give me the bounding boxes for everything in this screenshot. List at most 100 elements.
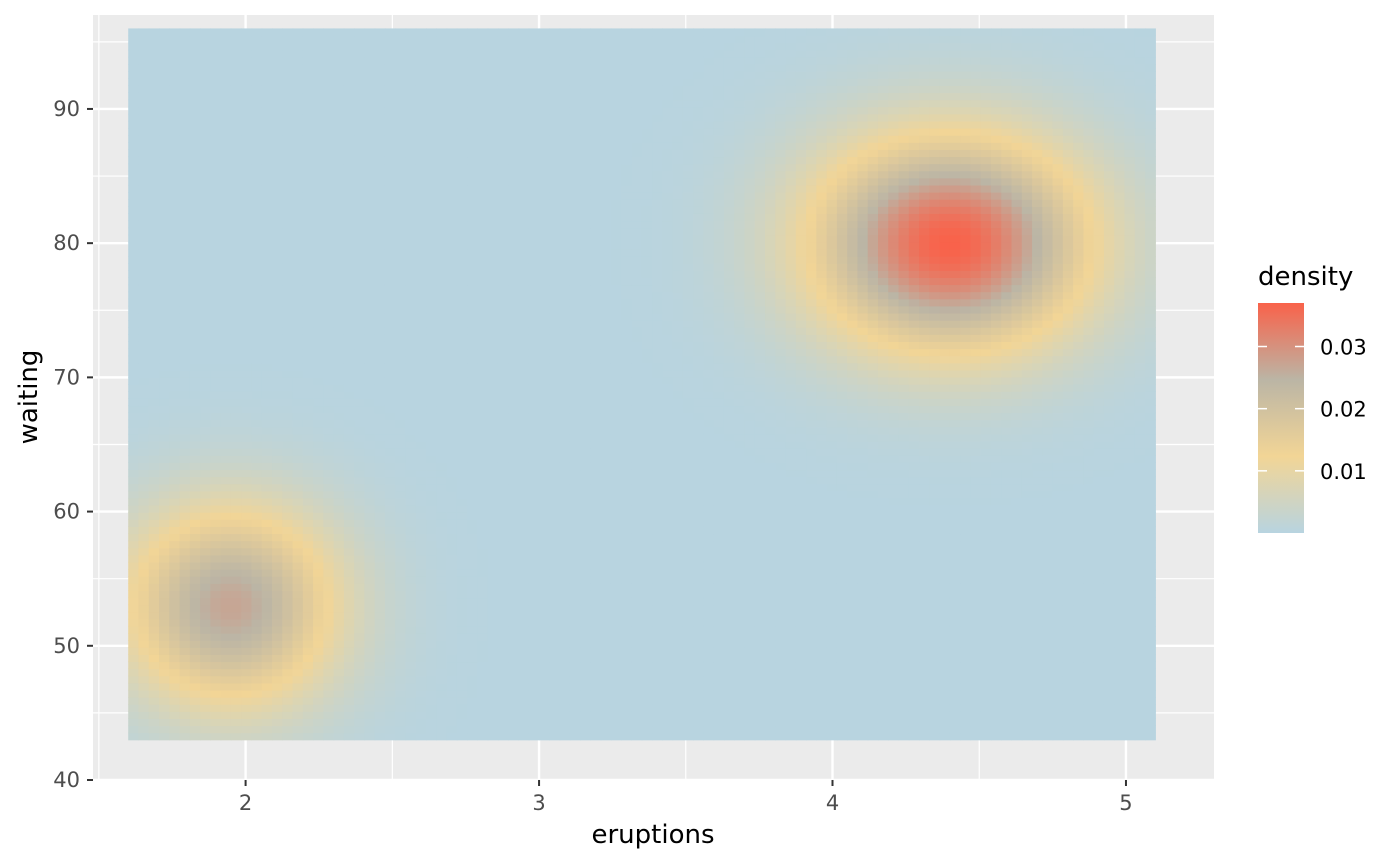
- density-tile: [313, 419, 324, 428]
- density-tile: [200, 277, 211, 286]
- density-tile: [323, 369, 335, 378]
- density-tile: [600, 576, 612, 584]
- density-tile: [169, 604, 181, 613]
- density-tile: [148, 611, 160, 620]
- density-tile: [251, 192, 263, 200]
- density-tile: [477, 569, 489, 577]
- density-tile: [189, 341, 201, 350]
- density-tile: [477, 469, 489, 478]
- density-tile: [621, 49, 633, 58]
- density-tile: [333, 120, 345, 129]
- density-tile: [159, 99, 170, 108]
- density-tile: [282, 384, 294, 392]
- density-tile: [549, 675, 561, 684]
- density-tile: [261, 526, 273, 535]
- density-tile: [179, 590, 191, 599]
- density-tile: [415, 597, 427, 606]
- density-tile: [230, 391, 242, 399]
- density-tile: [230, 611, 242, 620]
- density-tile: [230, 512, 242, 520]
- density-tile: [539, 256, 550, 264]
- density-tile: [189, 469, 201, 478]
- density-tile: [189, 99, 201, 108]
- density-tile: [282, 661, 294, 670]
- density-tile: [477, 184, 489, 193]
- density-tile: [384, 348, 396, 357]
- density-tile: [549, 476, 561, 485]
- density-tile: [539, 633, 550, 641]
- density-tile: [364, 42, 376, 51]
- density-tile: [302, 512, 314, 520]
- density-tile: [508, 312, 520, 321]
- density-tile: [487, 412, 499, 421]
- density-tile: [364, 56, 376, 65]
- density-tile: [241, 142, 253, 150]
- density-tile: [477, 263, 489, 271]
- density-tile: [610, 320, 622, 328]
- density-tile: [169, 569, 181, 577]
- density-tile: [467, 142, 479, 150]
- density-tile: [292, 590, 304, 599]
- density-tile: [569, 611, 581, 620]
- density-tile: [456, 576, 468, 584]
- density-tile: [477, 99, 489, 108]
- density-tile: [343, 618, 355, 627]
- density-tile: [456, 341, 468, 350]
- density-tile: [128, 63, 140, 72]
- density-tile: [456, 569, 468, 577]
- density-tile: [436, 533, 448, 542]
- density-tile: [580, 455, 592, 463]
- density-tile: [230, 362, 242, 371]
- density-tile: [590, 561, 602, 570]
- density-tile: [343, 448, 355, 456]
- density-tile: [456, 106, 468, 115]
- density-tile: [169, 540, 181, 549]
- density-tile: [415, 56, 427, 65]
- density-tile: [569, 92, 581, 101]
- density-tile: [169, 633, 181, 641]
- density-tile: [467, 120, 479, 129]
- density-tile: [415, 576, 427, 584]
- density-tile: [343, 490, 355, 499]
- density-tile: [415, 526, 427, 535]
- density-tile: [405, 540, 417, 549]
- density-tile: [148, 35, 160, 44]
- density-tile: [230, 298, 242, 307]
- density-tile: [364, 448, 376, 456]
- density-tile: [354, 369, 366, 378]
- density-tile: [272, 391, 283, 399]
- density-tile: [539, 49, 550, 58]
- density-tile: [405, 554, 417, 563]
- density-tile: [354, 647, 366, 655]
- density-tile: [374, 689, 386, 698]
- density-tile: [138, 256, 150, 264]
- density-tile: [241, 398, 253, 407]
- density-tile: [405, 248, 417, 257]
- density-tile: [179, 526, 191, 535]
- density-tile: [600, 63, 612, 72]
- density-tile: [230, 597, 242, 606]
- density-tile: [528, 689, 540, 698]
- density-tile: [138, 462, 150, 471]
- density-tile: [528, 227, 540, 236]
- density-tile: [539, 355, 550, 364]
- density-tile: [302, 704, 314, 712]
- density-tile: [138, 270, 150, 278]
- density-tile: [272, 135, 283, 143]
- density-tile: [200, 469, 211, 478]
- density-tile: [497, 184, 509, 193]
- density-tile: [395, 540, 407, 549]
- density-tile: [251, 718, 263, 727]
- density-tile: [508, 711, 520, 719]
- density-tile: [313, 128, 324, 136]
- density-tile: [467, 99, 479, 108]
- density-tile: [631, 213, 643, 222]
- density-tile: [528, 263, 540, 271]
- density-tile: [467, 597, 479, 606]
- density-tile: [426, 412, 437, 421]
- density-tile: [446, 213, 458, 222]
- density-tile: [323, 625, 335, 634]
- density-tile: [569, 697, 581, 705]
- density-tile: [436, 490, 448, 499]
- density-tile: [241, 284, 253, 293]
